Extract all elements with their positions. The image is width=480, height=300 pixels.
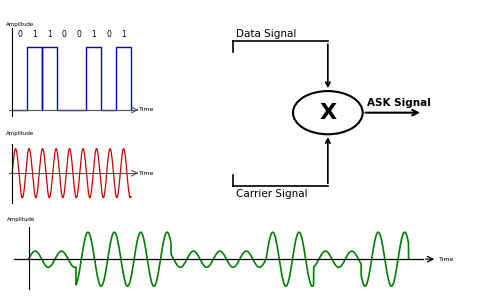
Text: Time: Time (139, 107, 155, 112)
Text: 1: 1 (47, 30, 52, 39)
Text: ASK Signal: ASK Signal (367, 98, 432, 108)
Text: Time: Time (440, 257, 455, 262)
Text: 1: 1 (121, 30, 126, 39)
Text: Data Signal: Data Signal (236, 29, 296, 39)
Text: Amplitude: Amplitude (7, 217, 36, 222)
Text: Amplitude: Amplitude (6, 131, 35, 136)
Text: 1: 1 (32, 30, 37, 39)
Text: 0: 0 (17, 30, 22, 39)
Text: Time: Time (139, 171, 155, 176)
Text: 1: 1 (92, 30, 96, 39)
Text: 0: 0 (106, 30, 111, 39)
Text: Carrier Signal: Carrier Signal (236, 189, 308, 200)
Text: X: X (319, 103, 336, 123)
Text: 0: 0 (77, 30, 82, 39)
Text: 0: 0 (62, 30, 67, 39)
Text: Amplitude: Amplitude (6, 22, 35, 27)
